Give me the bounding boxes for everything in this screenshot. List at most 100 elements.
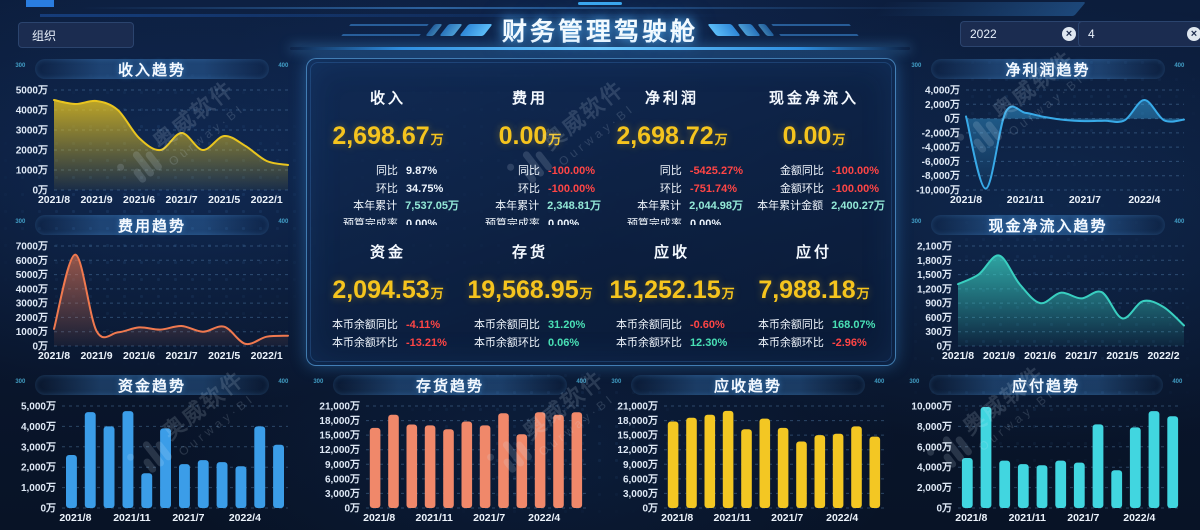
svg-text:2021/7: 2021/7 (166, 194, 198, 206)
panel-netprofit-trend: 300 净利润趋势 400 4,000万 2,000万 0万 -2,000万 -4,00… (902, 56, 1194, 208)
metric-value: -100.00% (831, 165, 880, 177)
svg-text:2021/11: 2021/11 (1007, 194, 1045, 206)
metric-value: -0.60% (689, 319, 725, 331)
clear-icon[interactable]: × (1187, 27, 1200, 41)
header-decor-bar (35, 59, 269, 79)
metric-row: 本年累计 7,537.05万 (317, 198, 459, 216)
svg-text:0万: 0万 (40, 503, 56, 515)
svg-text:2021/8: 2021/8 (363, 512, 395, 524)
metric-row: 预算完成率 0.00% (601, 216, 743, 226)
header-decor-left: 300 (911, 218, 922, 225)
svg-text:18,000万: 18,000万 (319, 415, 360, 427)
metric-row: 本年累计 2,044.98万 (601, 198, 743, 216)
svg-text:2021/7: 2021/7 (1065, 350, 1097, 362)
header-decor-left: 300 (15, 378, 26, 385)
metric-value: 2,348.81万 (547, 200, 601, 212)
metric-label: 本币余额环比 (473, 336, 540, 349)
panel-inventory-trend: 300 存货趋势 400 0万 3,000万 6,000万 9,000万 12,000万… (304, 372, 596, 526)
kpi-card-inventory: 存货 19,568.95万 本币余额同比 31.20% 本币余额环比 0.06% (459, 235, 601, 355)
kpi-value: 15,252.15万 (609, 276, 735, 304)
kpi-metrics: 同比 -5425.27% 环比 -751.74% 本年累计 2,044.98万 预算完成率 0… (601, 163, 743, 225)
clear-icon[interactable]: × (1062, 27, 1076, 41)
kpi-panel: 收入 2,698.67万 同比 9.87% 环比 34.75% 本年累计 7,537.05万预… (306, 58, 896, 366)
svg-text:2021/8: 2021/8 (950, 194, 982, 206)
kpi-title: 费用 (511, 90, 548, 107)
metric-value: -100.00% (831, 182, 880, 195)
year-select[interactable]: 2022 × (960, 21, 1086, 47)
expense-trend-header: 300 费用趋势 400 (6, 212, 298, 238)
income-trend-header: 300 收入趋势 400 (6, 56, 298, 82)
kpi-card-funds: 资金 2,094.53万 本币余额同比 -4.11% 本币余额环比 -13.21% (317, 235, 459, 355)
metric-value: 0.00% (547, 217, 580, 226)
svg-text:2021/6: 2021/6 (123, 350, 155, 362)
svg-text:2021/6: 2021/6 (123, 194, 155, 206)
svg-text:2021/5: 2021/5 (1106, 350, 1138, 362)
expense-trend-chart: 0万 1000万 2000万 3000万 4000万 5000万 6000万 7000万 202… (6, 238, 298, 362)
panel-income-trend: 300 收入趋势 400 0万 1000万 2000万 3000万 4000万 5000万… (6, 56, 298, 208)
header-decor-bar (333, 375, 567, 395)
metric-row: 本币余额环比 0.06% (459, 335, 601, 353)
netprofit-trend-header: 300 净利润趋势 400 (902, 56, 1194, 82)
income-trend-chart: 0万 1000万 2000万 3000万 4000万 5000万 2021/8 2021/9 2… (6, 82, 298, 206)
svg-text:2021/8: 2021/8 (942, 350, 974, 362)
svg-text:1,800万: 1,800万 (917, 255, 952, 267)
svg-text:1,200万: 1,200万 (917, 283, 952, 295)
title-wing-right (707, 24, 859, 36)
kpi-card-income: 收入 2,698.67万 同比 9.87% 环比 34.75% 本年累计 7,537.05万预… (317, 81, 459, 239)
metric-value: 2,400.27万 (831, 200, 885, 212)
svg-text:2021/8: 2021/8 (661, 512, 693, 524)
month-select[interactable]: 4 × (1078, 21, 1200, 47)
panel-cashflow-trend: 300 现金净流入趋势 400 0万 300万 600万 900万 1,200万 1,50… (902, 212, 1194, 364)
svg-text:7000万: 7000万 (16, 241, 48, 253)
expense-trend-title: 费用趋势 (117, 217, 186, 235)
metric-row: 本币余额环比 -2.96% (743, 335, 885, 353)
svg-text:300万: 300万 (925, 326, 952, 338)
header-decor-left: 300 (611, 378, 622, 385)
metric-row: 本币余额同比 31.20% (459, 317, 601, 335)
header-decor-bar (35, 375, 269, 395)
header-decor-right: 400 (278, 378, 289, 385)
metric-value: -2.96% (831, 336, 867, 349)
svg-text:2021/5: 2021/5 (208, 350, 240, 362)
svg-text:2022/1: 2022/1 (251, 350, 283, 362)
org-select[interactable]: 组织 (18, 22, 134, 48)
metric-value: 0.00% (689, 217, 722, 226)
svg-text:600万: 600万 (925, 312, 952, 324)
metric-label: 本币余额同比 (473, 319, 540, 331)
svg-text:0万: 0万 (944, 113, 960, 125)
svg-text:1,500万: 1,500万 (917, 269, 952, 281)
kpi-title: 存货 (511, 244, 548, 261)
svg-text:2022/4: 2022/4 (1123, 512, 1155, 524)
metric-value: 12.30% (689, 336, 728, 349)
metric-value: -751.74% (689, 182, 738, 195)
header-decor-right: 400 (874, 378, 885, 385)
inventory-trend-title: 存货趋势 (415, 377, 484, 395)
metric-value: 34.75% (405, 182, 444, 195)
svg-text:12,000万: 12,000万 (617, 444, 658, 456)
svg-text:2022/1: 2022/1 (251, 194, 283, 206)
page-title: 财务管理驾驶舱 (501, 18, 699, 46)
svg-text:6000万: 6000万 (16, 255, 48, 267)
svg-text:2,000万: 2,000万 (925, 99, 960, 111)
svg-text:5000万: 5000万 (16, 85, 48, 97)
metric-value: -5425.27% (689, 165, 743, 177)
receivable-trend-title: 应收趋势 (713, 377, 782, 395)
income-trend-title: 收入趋势 (117, 61, 186, 79)
svg-text:2021/9: 2021/9 (983, 350, 1015, 362)
kpi-metrics: 本币余额同比 31.20% 本币余额环比 0.06% (459, 317, 601, 352)
metric-row: 本币余额环比 12.30% (601, 335, 743, 353)
metric-row: 同比 -5425.27% (601, 163, 743, 181)
header-decor-right: 400 (1174, 62, 1185, 69)
metric-row: 金额同比 -100.00% (743, 163, 885, 181)
kpi-metrics: 本币余额同比 -4.11% 本币余额环比 -13.21% (317, 317, 459, 352)
svg-text:1000万: 1000万 (16, 326, 48, 338)
svg-text:0万: 0万 (936, 341, 952, 353)
svg-text:1,000万: 1,000万 (21, 482, 56, 494)
svg-text:10,000万: 10,000万 (911, 401, 952, 413)
svg-text:3000万: 3000万 (16, 298, 48, 310)
svg-text:2,000万: 2,000万 (21, 462, 56, 474)
kpi-metrics: 同比 -100.00% 环比 -100.00% 本年累计 2,348.81万 预算完成率 0.… (459, 163, 601, 225)
metric-label: 本年累计 (637, 200, 682, 212)
svg-text:2021/7: 2021/7 (172, 512, 204, 524)
metric-row: 本年累计金额 2,400.27万 (743, 198, 885, 216)
